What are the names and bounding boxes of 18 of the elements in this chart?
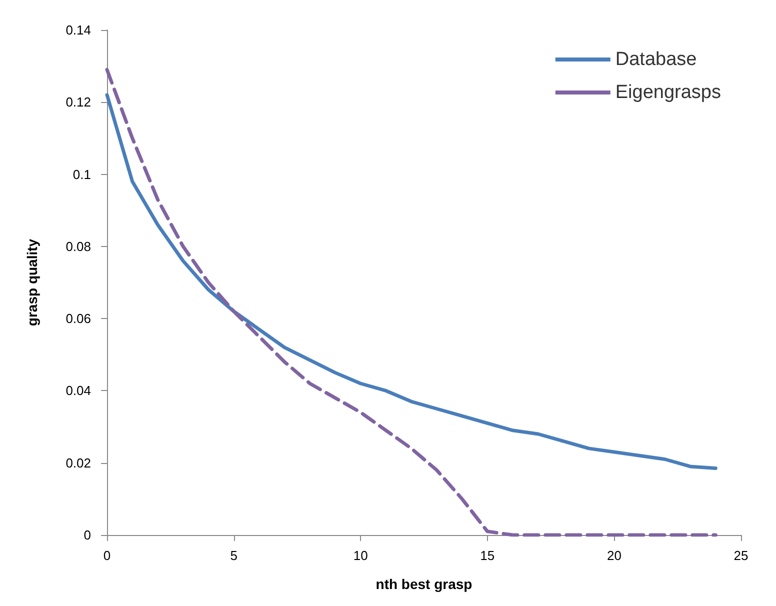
y-tick-label: 0 bbox=[84, 528, 91, 542]
y-tick-label: 0.04 bbox=[66, 383, 91, 398]
y-tick-label: 0.14 bbox=[66, 22, 91, 38]
y-axis-title: grasp quality bbox=[24, 238, 40, 326]
x-tick-label: 0 bbox=[103, 548, 111, 563]
x-tick-label: 5 bbox=[230, 548, 238, 563]
x-tick-label: 20 bbox=[606, 548, 622, 563]
x-tick-label: 25 bbox=[734, 548, 748, 563]
legend-label: Eigengrasps bbox=[615, 82, 721, 103]
y-tick-label: 0.02 bbox=[66, 455, 91, 470]
y-tick-label: 0.06 bbox=[66, 311, 91, 326]
legend-label: Database bbox=[615, 49, 697, 70]
y-tick-label: 0.12 bbox=[66, 94, 91, 110]
x-tick-label: 10 bbox=[353, 548, 368, 563]
x-tick-label: 15 bbox=[480, 548, 495, 563]
y-tick-label: 0.1 bbox=[72, 166, 91, 182]
x-axis-title: nth best grasp bbox=[376, 576, 472, 592]
y-tick-label: 0.08 bbox=[66, 238, 91, 254]
